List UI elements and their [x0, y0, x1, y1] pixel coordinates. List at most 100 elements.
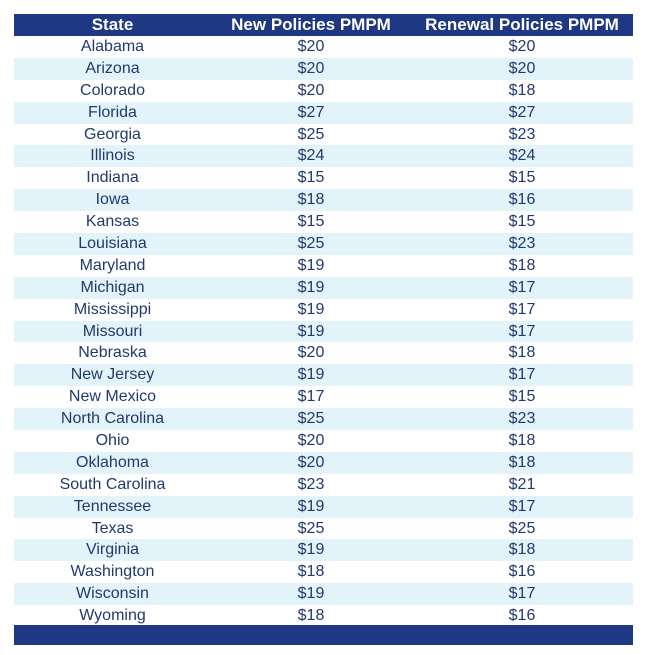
table-row: Colorado $20 $18 [14, 80, 633, 102]
table-row: Wyoming $18 $16 [14, 605, 633, 627]
cell-renewal-policies: $23 [508, 410, 536, 428]
cell-state: Nebraska [78, 344, 147, 362]
table-row: New Jersey $19 $17 [14, 364, 633, 387]
table-row: North Carolina $25 $23 [14, 408, 633, 431]
cell-renewal-policies: $17 [508, 366, 536, 384]
cell-state: Colorado [80, 81, 145, 99]
cell-new-policies: $25 [297, 519, 325, 537]
table-header: State New Policies PMPM Renewal Policies… [14, 14, 633, 36]
cell-new-policies: $20 [297, 453, 325, 471]
cell-state: Iowa [95, 191, 130, 209]
cell-new-policies: $19 [297, 497, 325, 515]
table-row: Washington $18 $16 [14, 561, 633, 583]
cell-renewal-policies: $17 [508, 497, 536, 515]
cell-renewal-policies: $18 [508, 431, 536, 449]
cell-state: Louisiana [78, 234, 147, 252]
table-row: New Mexico $17 $15 [14, 386, 633, 408]
cell-renewal-policies: $17 [508, 322, 536, 340]
cell-renewal-policies: $24 [508, 147, 536, 165]
cell-state: Wisconsin [76, 585, 149, 603]
cell-renewal-policies: $17 [508, 585, 536, 603]
cell-new-policies: $18 [297, 191, 325, 209]
cell-new-policies: $19 [297, 256, 325, 274]
cell-new-policies: $19 [297, 366, 325, 384]
table-row: Kansas $15 $15 [14, 211, 633, 233]
cell-renewal-policies: $20 [508, 59, 536, 77]
cell-new-policies: $15 [297, 169, 325, 187]
cell-renewal-policies: $16 [508, 191, 536, 209]
cell-state: Wyoming [79, 607, 146, 625]
table-row: Illinois $24 $24 [14, 145, 633, 168]
cell-new-policies: $20 [297, 59, 325, 77]
cell-renewal-policies: $23 [508, 125, 536, 143]
table-body: Alabama $20 $20 Arizona $20 $20 Colorado $20 $18… [14, 36, 633, 627]
cell-new-policies: $24 [297, 147, 325, 165]
cell-new-policies: $25 [297, 234, 325, 252]
cell-renewal-policies: $25 [508, 519, 536, 537]
cell-new-policies: $25 [297, 125, 325, 143]
table-row: Maryland $19 $18 [14, 255, 633, 277]
cell-state: Kansas [85, 213, 140, 231]
cell-state: Missouri [82, 322, 143, 340]
table-row: South Carolina $23 $21 [14, 474, 633, 496]
cell-renewal-policies: $16 [508, 563, 536, 581]
cell-new-policies: $17 [297, 388, 325, 406]
cell-state: Maryland [79, 256, 146, 274]
header-renewal-policies: Renewal Policies PMPM [425, 15, 619, 34]
cell-new-policies: $15 [297, 213, 325, 231]
cell-new-policies: $25 [297, 410, 325, 428]
cell-state: New Mexico [68, 388, 157, 406]
cell-state: Indiana [86, 169, 139, 187]
cell-state: Mississippi [73, 300, 152, 318]
cell-renewal-policies: $15 [508, 169, 536, 187]
cell-renewal-policies: $15 [508, 213, 536, 231]
cell-renewal-policies: $16 [508, 607, 536, 625]
header-state: State [91, 15, 134, 34]
table-row: Iowa $18 $16 [14, 189, 633, 212]
cell-new-policies: $19 [297, 300, 325, 318]
table-row: Indiana $15 $15 [14, 167, 633, 189]
table-row: Virginia $19 $18 [14, 539, 633, 562]
cell-state: Arizona [85, 59, 140, 77]
cell-new-policies: $19 [297, 585, 325, 603]
cell-new-policies: $20 [297, 37, 325, 55]
table-row: Tennessee $19 $17 [14, 495, 633, 518]
cell-renewal-policies: $15 [508, 388, 536, 406]
cell-new-policies: $20 [297, 81, 325, 99]
cell-new-policies: $19 [297, 278, 325, 296]
cell-state: Washington [70, 563, 155, 581]
table-row: Ohio $20 $18 [14, 430, 633, 452]
cell-state: Illinois [90, 147, 135, 165]
cell-state: Alabama [80, 37, 145, 55]
cell-new-policies: $18 [297, 563, 325, 581]
header-new-policies: New Policies PMPM [231, 15, 391, 34]
cell-renewal-policies: $21 [508, 475, 536, 493]
table-row: Alabama $20 $20 [14, 36, 633, 58]
cell-renewal-policies: $23 [508, 234, 536, 252]
table-row: Mississippi $19 $17 [14, 299, 633, 321]
table-row: Arizona $20 $20 [14, 57, 633, 80]
cell-state: Ohio [95, 431, 130, 449]
cell-state: South Carolina [59, 475, 166, 493]
table-row: Missouri $19 $17 [14, 320, 633, 343]
cell-renewal-policies: $18 [508, 81, 536, 99]
cell-state: Georgia [84, 125, 141, 143]
cell-renewal-policies: $27 [508, 103, 536, 121]
cell-new-policies: $27 [297, 103, 325, 121]
table-row: Michigan $19 $17 [14, 276, 633, 299]
cell-new-policies: $20 [297, 431, 325, 449]
cell-state: Michigan [80, 278, 145, 296]
cell-new-policies: $23 [297, 475, 325, 493]
table-row: Florida $27 $27 [14, 101, 633, 124]
cell-state: Texas [91, 519, 134, 537]
table-row: Wisconsin $19 $17 [14, 583, 633, 606]
cell-renewal-policies: $18 [508, 344, 536, 362]
cell-renewal-policies: $18 [508, 453, 536, 471]
cell-renewal-policies: $20 [508, 37, 536, 55]
cell-new-policies: $19 [297, 322, 325, 340]
cell-new-policies: $20 [297, 344, 325, 362]
cell-new-policies: $19 [297, 541, 325, 559]
table-row: Nebraska $20 $18 [14, 342, 633, 364]
table-row: Louisiana $25 $23 [14, 233, 633, 255]
table-row: Texas $25 $25 [14, 518, 633, 540]
